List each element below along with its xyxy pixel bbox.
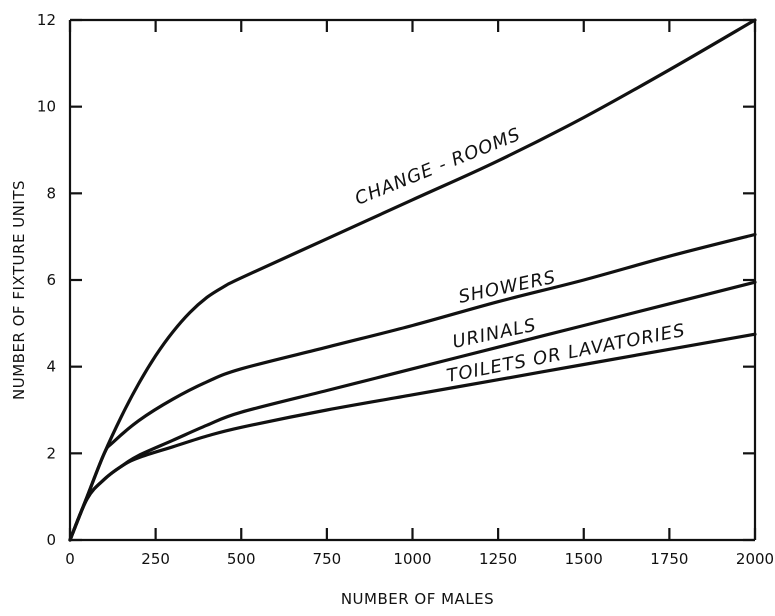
x-tick-label: 500 xyxy=(227,550,256,568)
axes xyxy=(68,18,757,542)
y-axis-title: NUMBER OF FIXTURE UNITS xyxy=(10,180,28,400)
y-tick-label: 0 xyxy=(46,531,56,549)
y-tick-label: 10 xyxy=(37,98,56,116)
y-tick-label: 8 xyxy=(46,184,56,202)
labels: 0 250 500 750 1000 1250 1500 1750 2000 0 2 4 6 8 10 12 N… xyxy=(10,11,774,608)
y-tick-label: 4 xyxy=(46,358,56,376)
x-tick-label: 750 xyxy=(313,550,342,568)
x-tick-label: 0 xyxy=(65,550,75,568)
x-tick-label: 1250 xyxy=(479,550,517,568)
x-tick-label: 1500 xyxy=(565,550,603,568)
toilets-curve xyxy=(68,332,757,542)
x-tick-label: 1750 xyxy=(650,550,688,568)
y-tick-label: 6 xyxy=(46,271,56,289)
curves xyxy=(68,18,757,542)
x-tick-label: 1000 xyxy=(393,550,431,568)
x-tick-label: 250 xyxy=(141,550,170,568)
ticks xyxy=(68,18,757,542)
showers-curve xyxy=(68,232,757,542)
y-tick-label: 12 xyxy=(37,11,56,29)
urinals-curve xyxy=(68,280,757,542)
series-label: CHANGE - ROOMS xyxy=(352,124,524,210)
x-tick-label: 2000 xyxy=(736,550,774,568)
x-axis-title: NUMBER OF MALES xyxy=(341,590,494,608)
y-tick-label: 2 xyxy=(46,444,56,462)
series-label: SHOWERS xyxy=(457,267,558,308)
change-rooms-curve xyxy=(68,18,757,542)
